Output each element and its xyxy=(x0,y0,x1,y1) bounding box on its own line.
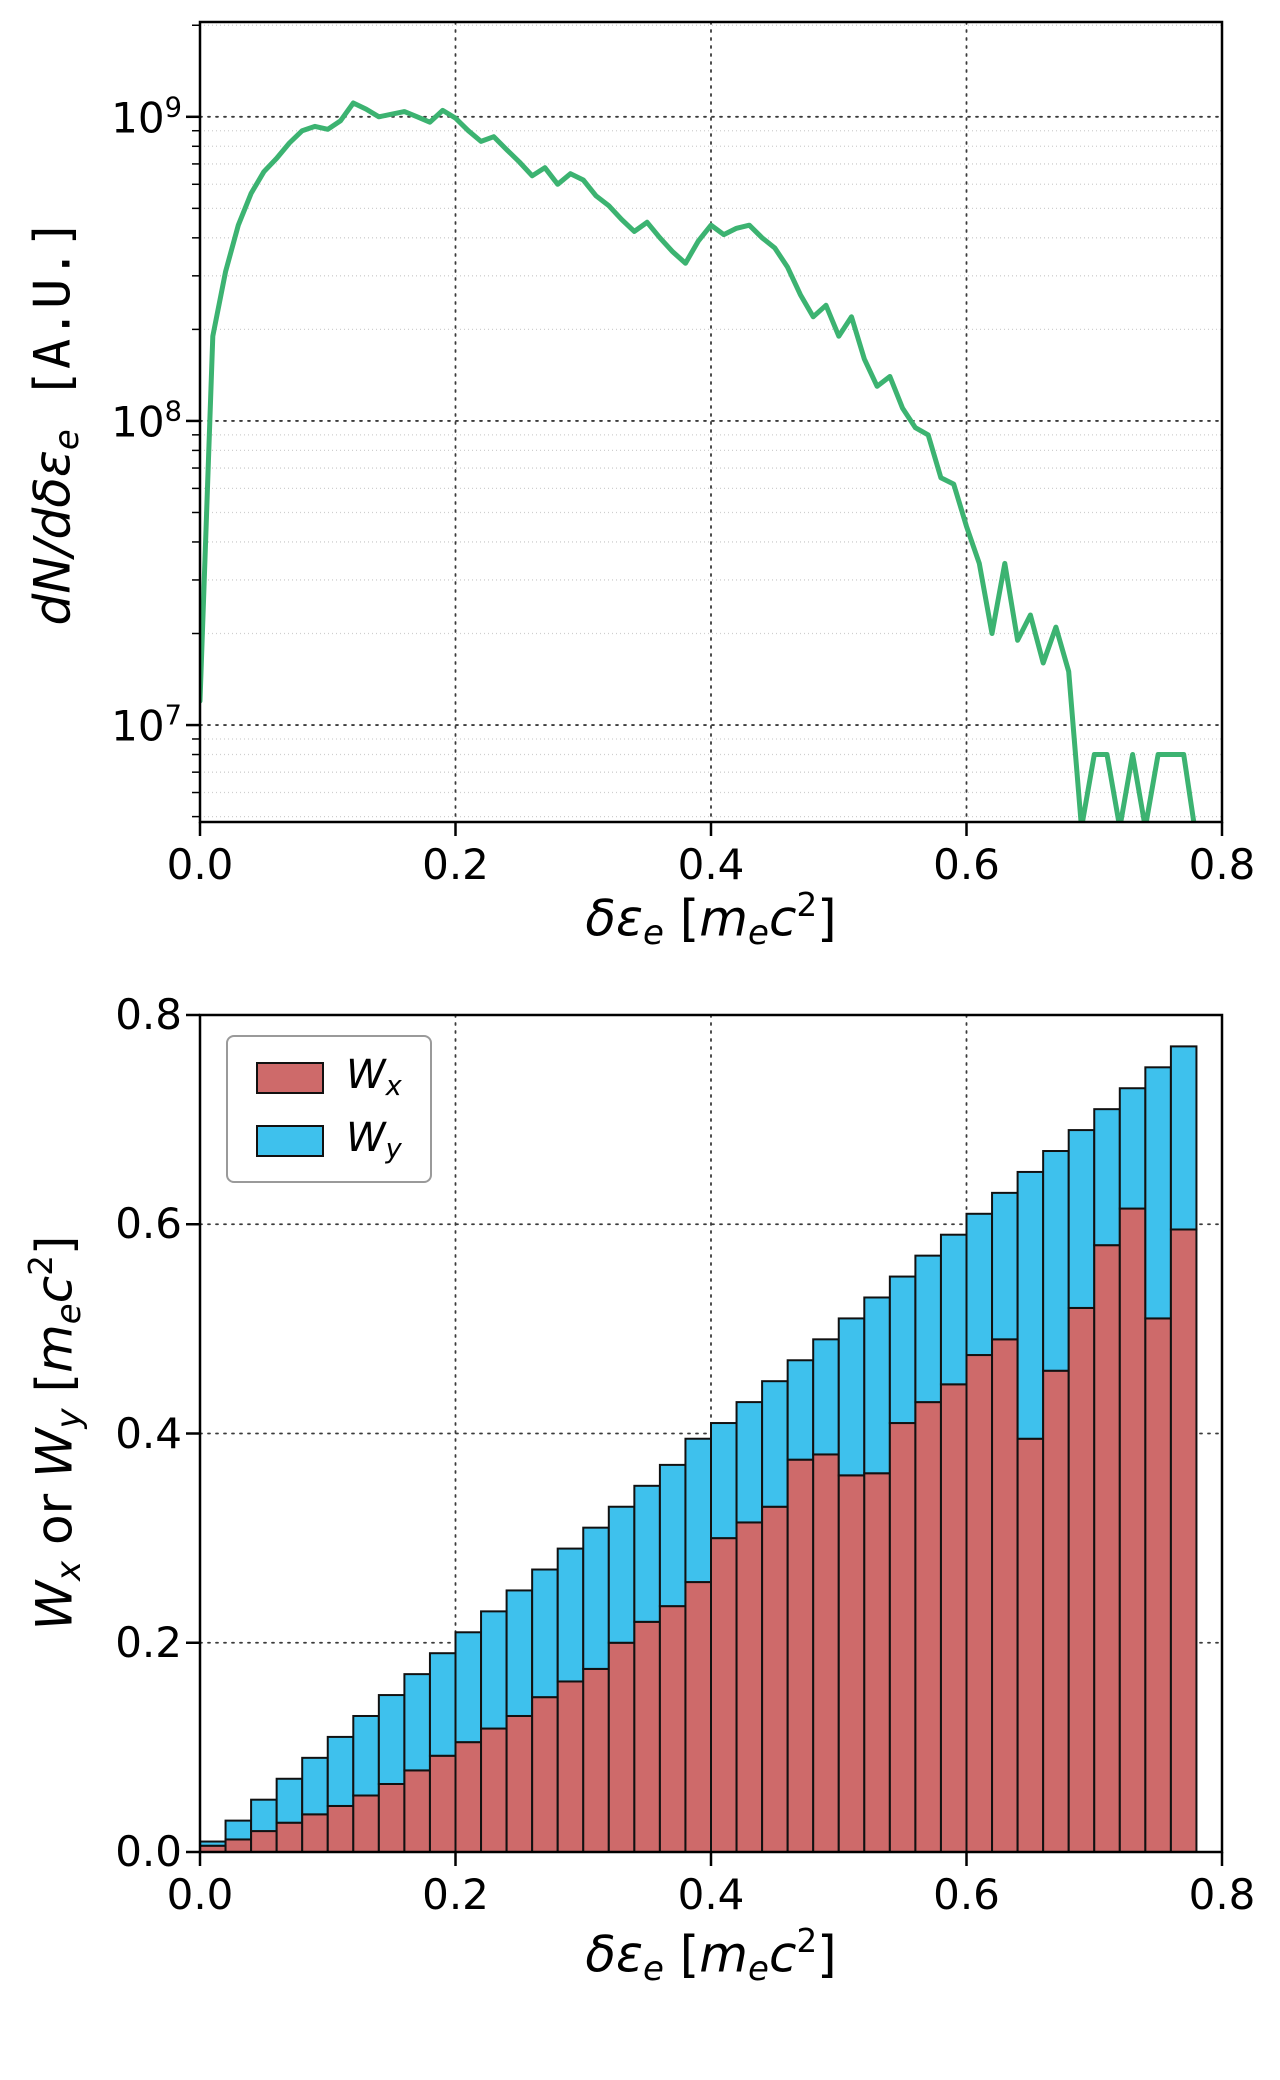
legend-entry-wx: Wx xyxy=(256,1055,402,1100)
tick-label: 0.2 xyxy=(115,1617,182,1667)
tick-label: 0.2 xyxy=(422,1870,489,1919)
bottom-chart-ylabel: Wx or Wy [mec2] xyxy=(21,1235,89,1631)
tick-label: 0.4 xyxy=(677,1870,745,1919)
tick-label: 0.8 xyxy=(1188,1870,1256,1919)
legend-entry-wy: Wy xyxy=(256,1118,402,1163)
bottom-chart-xlabel: δεe [mec2] xyxy=(585,1922,837,1989)
tick-label: 0.4 xyxy=(677,840,745,889)
ylabel-text: dN/dδε xyxy=(23,450,82,626)
tick-label: 0.8 xyxy=(1188,840,1256,889)
legend-swatch-wy xyxy=(256,1124,324,1157)
tick-label: 0.4 xyxy=(115,1408,182,1458)
ylabel-units: [A.U.] xyxy=(23,218,82,430)
legend-label-wy: Wy xyxy=(346,1115,402,1165)
legend-label-wx: Wx xyxy=(346,1052,402,1102)
tick-label: 109 xyxy=(111,92,182,143)
top-chart-ylabel: dN/dδεe [A.U.] xyxy=(23,218,88,626)
ylabel-subscript: e xyxy=(47,429,88,451)
tick-label: 0.0 xyxy=(115,1827,182,1876)
tick-label: 0.6 xyxy=(115,1199,182,1249)
tick-label: 0.8 xyxy=(115,990,182,1039)
tick-label: 108 xyxy=(111,396,182,447)
tick-label: 107 xyxy=(111,700,182,751)
legend-swatch-wx xyxy=(256,1061,324,1094)
top-chart-xlabel: δεe [mec2] xyxy=(585,886,837,953)
tick-label: 0.6 xyxy=(933,840,1000,889)
tick-label: 0.0 xyxy=(166,840,234,889)
tick-label: 0.2 xyxy=(422,840,489,889)
tick-label: 0.6 xyxy=(933,1870,1000,1919)
tick-label: 0.0 xyxy=(166,1870,234,1919)
legend: Wx Wy xyxy=(226,1035,432,1183)
